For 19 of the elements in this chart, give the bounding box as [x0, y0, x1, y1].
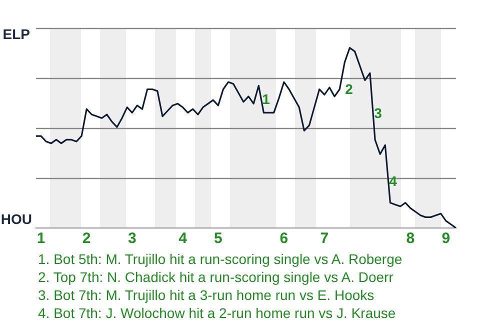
x-tick-label: 8	[406, 230, 415, 248]
annotation: 4	[389, 172, 398, 189]
text: 4. Bot 7th: J. Wolochow hit a 2-run home run vs J. Krause	[38, 304, 397, 320]
x-tick-label: 2	[82, 230, 91, 248]
text: ELP	[2, 26, 30, 42]
text: 2. Top 7th: N. Chadick hit a run-scoring single vs A. Doerr	[38, 268, 394, 286]
x-tick-label: 4	[178, 230, 188, 248]
text: 3. Bot 7th: M. Trujillo hit a 3-run home run vs E. Hooks	[38, 286, 376, 304]
x-tick-label: 6	[280, 230, 288, 248]
text: 1. Bot 5th: M. Trujillo hit a run-scoring single vs A. Roberge	[38, 250, 404, 268]
x-tick-label: 3	[128, 230, 136, 248]
text: HOU	[0, 210, 32, 227]
annotation: 2	[345, 80, 354, 97]
x-tick-label: 5	[214, 230, 222, 248]
x-tick-label: 1	[36, 230, 46, 248]
annotation: 3	[374, 104, 382, 121]
x-tick-label: 9	[442, 230, 450, 248]
x-tick-label: 7	[320, 230, 329, 248]
annotation: 1	[262, 90, 270, 107]
